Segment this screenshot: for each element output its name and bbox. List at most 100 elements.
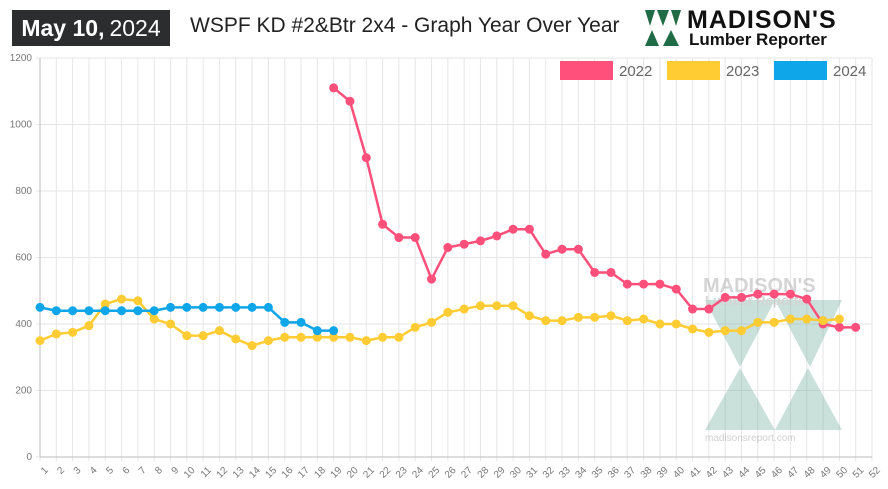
data-point-2023 <box>35 336 45 346</box>
x-tick-label: 35 <box>590 465 606 481</box>
x-tick-label: 52 <box>867 465 883 481</box>
legend-item-2023: 2023 <box>667 61 759 80</box>
x-tick-label: 43 <box>720 465 736 481</box>
y-tick-label: 200 <box>15 386 32 397</box>
legend-swatch <box>774 61 827 80</box>
data-point-2022 <box>492 231 502 241</box>
data-point-2022 <box>541 249 551 259</box>
x-tick-label: 48 <box>802 465 818 481</box>
data-point-2024 <box>182 302 192 312</box>
x-tick-label: 2 <box>55 465 67 477</box>
data-point-2023 <box>720 326 730 336</box>
data-point-2022 <box>720 292 730 302</box>
data-point-2022 <box>508 224 518 234</box>
data-point-2023 <box>541 316 551 326</box>
data-point-2024 <box>263 302 273 312</box>
data-point-2022 <box>704 304 714 314</box>
data-point-2023 <box>149 314 159 324</box>
data-point-2022 <box>459 239 469 249</box>
data-point-2023 <box>312 332 322 342</box>
x-tick-label: 8 <box>153 465 165 477</box>
data-point-2022 <box>736 292 746 302</box>
data-point-2023 <box>671 319 681 329</box>
data-point-2023 <box>622 316 632 326</box>
x-tick-label: 4 <box>88 465 100 477</box>
x-tick-label: 18 <box>312 465 328 481</box>
data-point-2024 <box>117 306 127 316</box>
watermark-url: madisonsreport.com <box>705 433 796 444</box>
data-point-2022 <box>655 279 665 289</box>
x-tick-label: 42 <box>704 465 720 481</box>
y-tick-label: 400 <box>15 319 32 330</box>
data-point-2023 <box>166 319 176 329</box>
data-point-2023 <box>704 327 714 337</box>
data-point-2023 <box>214 326 224 336</box>
data-point-2023 <box>345 332 355 342</box>
data-point-2022 <box>622 279 632 289</box>
data-point-2024 <box>166 302 176 312</box>
data-point-2024 <box>68 306 78 316</box>
x-tick-label: 16 <box>280 465 296 481</box>
date-day: May 10, <box>21 14 105 41</box>
data-point-2024 <box>84 306 94 316</box>
x-tick-label: 17 <box>296 465 312 481</box>
data-point-2023 <box>247 341 257 351</box>
data-point-2024 <box>100 306 110 316</box>
data-point-2023 <box>639 314 649 324</box>
x-tick-label: 23 <box>394 465 410 481</box>
x-tick-label: 22 <box>378 465 394 481</box>
data-point-2023 <box>231 334 241 344</box>
x-tick-label: 36 <box>606 465 622 481</box>
data-point-2023 <box>688 324 698 334</box>
data-point-2024 <box>149 306 159 316</box>
x-tick-label: 1 <box>39 465 51 477</box>
x-tick-label: 26 <box>443 465 459 481</box>
data-point-2023 <box>296 332 306 342</box>
data-point-2022 <box>802 294 812 304</box>
x-tick-label: 38 <box>639 465 655 481</box>
data-point-2023 <box>753 317 763 327</box>
watermark-tree-icon <box>705 368 775 430</box>
data-point-2022 <box>394 233 404 243</box>
data-point-2022 <box>688 304 698 314</box>
y-tick-label: 800 <box>15 186 32 197</box>
data-point-2024 <box>51 306 61 316</box>
data-point-2023 <box>524 311 534 321</box>
data-point-2024 <box>231 302 241 312</box>
data-point-2023 <box>655 319 665 329</box>
data-point-2023 <box>51 329 61 339</box>
x-tick-label: 13 <box>231 465 247 481</box>
x-tick-label: 5 <box>104 465 116 477</box>
data-point-2022 <box>785 289 795 299</box>
x-tick-label: 46 <box>769 465 785 481</box>
data-point-2024 <box>198 302 208 312</box>
data-point-2023 <box>443 307 453 317</box>
data-point-2023 <box>475 301 485 311</box>
series-2023 <box>35 294 844 351</box>
x-tick-label: 44 <box>737 465 753 481</box>
x-tick-label: 34 <box>573 465 589 481</box>
data-point-2024 <box>329 326 339 336</box>
x-tick-label: 28 <box>476 465 492 481</box>
x-tick-label: 6 <box>121 465 133 477</box>
data-point-2022 <box>753 289 763 299</box>
x-tick-label: 30 <box>508 465 524 481</box>
x-tick-label: 7 <box>137 465 149 477</box>
x-tick-label: 33 <box>557 465 573 481</box>
x-tick-label: 51 <box>851 465 867 481</box>
date-year: 2024 <box>109 14 161 41</box>
y-tick-label: 0 <box>26 452 32 463</box>
x-tick-label: 12 <box>215 465 231 481</box>
watermark-tree-icon <box>775 300 842 367</box>
data-point-2023 <box>785 314 795 324</box>
y-tick-label: 1200 <box>10 53 33 64</box>
legend-item-2024: 2024 <box>774 61 866 80</box>
data-point-2023 <box>198 331 208 341</box>
data-point-2023 <box>459 304 469 314</box>
x-tick-label: 11 <box>199 465 214 480</box>
logo-line1: MADISON'S <box>687 6 837 34</box>
data-point-2022 <box>378 219 388 229</box>
data-point-2023 <box>84 321 94 331</box>
data-point-2023 <box>769 317 779 327</box>
data-point-2022 <box>361 153 371 163</box>
